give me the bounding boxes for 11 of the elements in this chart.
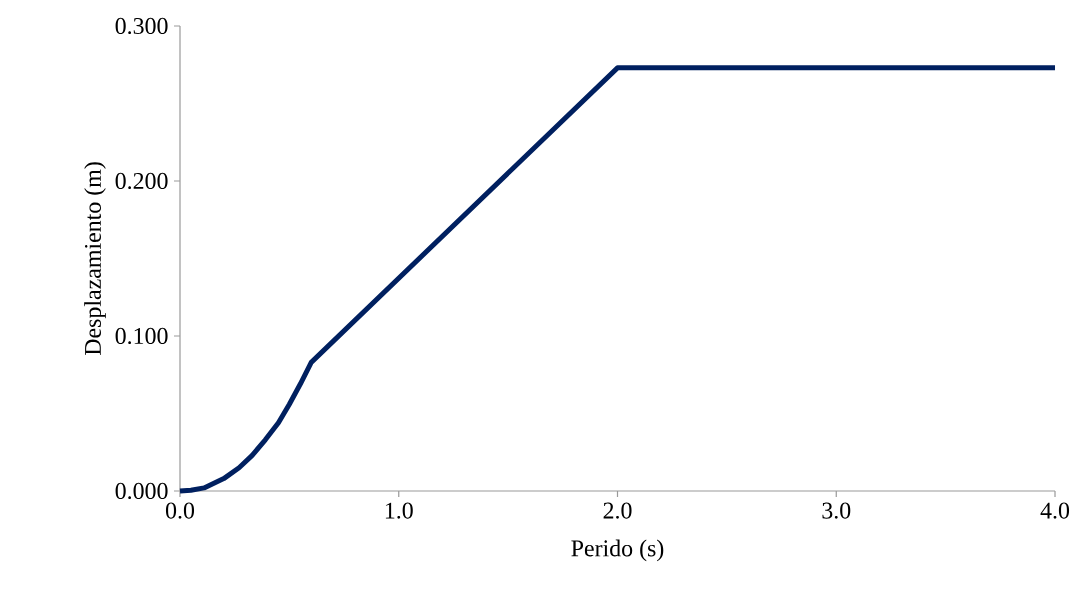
x-tick-label: 3.0: [822, 502, 851, 519]
y-axis-title: Desplazamiento (m): [84, 162, 106, 356]
x-tick-label: 1.0: [385, 502, 413, 519]
x-tick-label: 0.0: [165, 502, 195, 519]
x-tick-label: 2.0: [603, 502, 632, 519]
x-tick-label: 4.0: [1040, 502, 1070, 519]
y-tick-label: 0.100: [115, 327, 168, 345]
y-tick-label: 0.300: [115, 17, 168, 35]
y-tick-label: 0.000: [115, 482, 168, 500]
x-axis-title: Perido (s): [571, 539, 664, 562]
y-tick-label: 0.200: [115, 172, 168, 190]
